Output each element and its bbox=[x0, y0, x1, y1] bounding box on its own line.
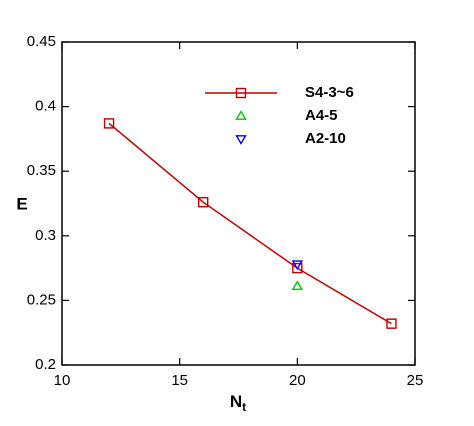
y-tick-label: 0.45 bbox=[27, 33, 56, 50]
legend-label: A2-10 bbox=[305, 130, 346, 147]
marker bbox=[197, 197, 209, 208]
marker bbox=[103, 118, 115, 129]
marker bbox=[291, 280, 304, 291]
y-tick-label: 0.2 bbox=[35, 356, 56, 373]
x-tick-label: 15 bbox=[171, 372, 188, 389]
x-axis-label-main: N bbox=[230, 392, 242, 411]
x-axis-label: Nt bbox=[230, 392, 246, 414]
marker bbox=[235, 87, 247, 99]
marker bbox=[292, 262, 303, 274]
x-tick-label: 20 bbox=[289, 372, 306, 389]
x-tick-label: 25 bbox=[407, 372, 424, 389]
y-tick-label: 0.35 bbox=[27, 162, 56, 179]
plot-frame bbox=[61, 41, 416, 366]
marker bbox=[235, 110, 247, 120]
x-tick-label: 10 bbox=[54, 372, 71, 389]
legend-label: A4-5 bbox=[305, 107, 338, 124]
y-tick-label: 0.25 bbox=[27, 291, 56, 308]
marker bbox=[291, 260, 304, 271]
marker bbox=[386, 318, 397, 329]
y-axis-label: E bbox=[16, 194, 27, 213]
x-axis-label-sub: t bbox=[242, 400, 246, 414]
series-line bbox=[108, 122, 392, 325]
marker bbox=[235, 135, 247, 145]
legend-label: S4-3~6 bbox=[305, 84, 354, 101]
y-tick-label: 0.4 bbox=[35, 98, 56, 115]
y-tick-label: 0.3 bbox=[35, 227, 56, 244]
